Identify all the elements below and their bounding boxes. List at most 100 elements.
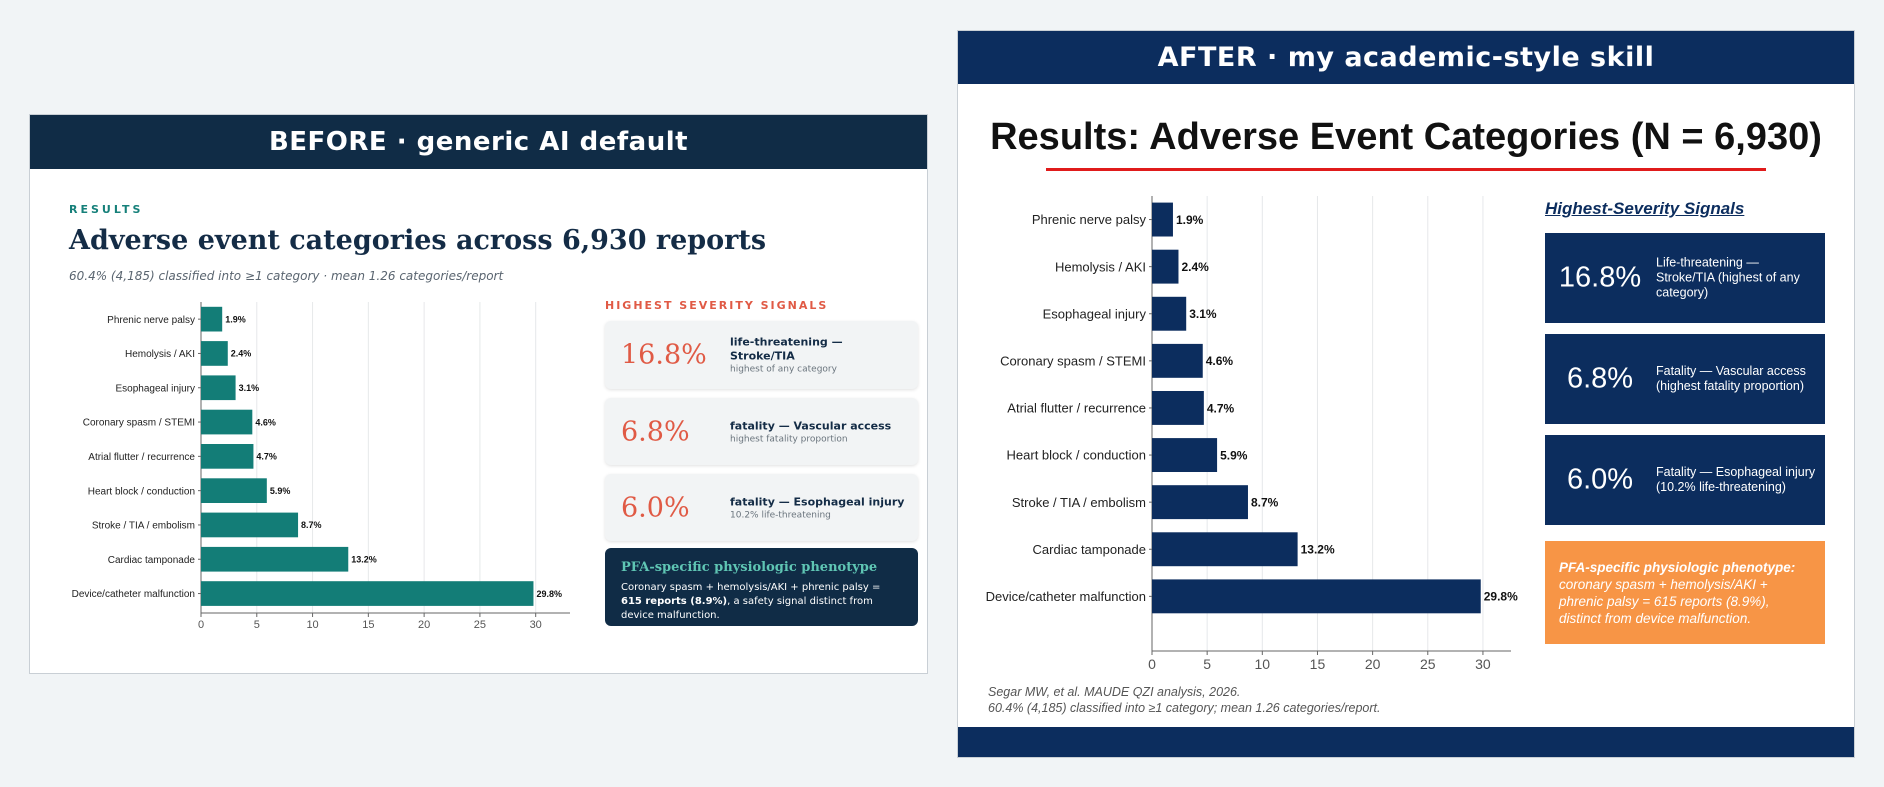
- signal-label: life-threatening — Stroke/TIA: [730, 335, 843, 363]
- data-label: 2.4%: [1181, 260, 1209, 274]
- x-tick-label: 5: [1203, 656, 1211, 672]
- data-label: 4.7%: [256, 452, 277, 462]
- pfa-title: PFA-specific physiologic phenotype:: [1559, 560, 1796, 575]
- after-panel: AFTER · my academic-style skill Results:…: [957, 30, 1855, 758]
- category-label: Stroke / TIA / embolism: [92, 521, 195, 532]
- pfa-title: PFA-specific physiologic phenotype: [621, 560, 878, 575]
- data-label: 1.9%: [225, 314, 246, 324]
- after-header: AFTER · my academic-style skill: [958, 31, 1854, 84]
- pfa-body: coronary spasm + hemolysis/AKI + phrenic…: [1559, 577, 1770, 626]
- x-tick-label: 10: [1255, 656, 1271, 672]
- data-label: 29.8%: [1484, 590, 1518, 604]
- data-label: 4.6%: [1206, 354, 1234, 368]
- before-panel: BEFORE · generic AI default RESULTS Adve…: [29, 114, 928, 674]
- before-title: Adverse event categories across 6,930 re…: [69, 225, 767, 256]
- before-subtitle: 60.4% (4,185) classified into ≥1 categor…: [69, 269, 504, 283]
- data-label: 8.7%: [1251, 495, 1279, 509]
- bar: [1152, 343, 1203, 378]
- before-signal-card-1: 16.8% life-threatening — Stroke/TIA high…: [605, 321, 918, 389]
- x-tick-label: 20: [418, 619, 430, 631]
- signal-label: Life-threatening — Stroke/TIA (highest o…: [1656, 255, 1800, 300]
- signal-value: 6.8%: [1566, 362, 1634, 395]
- data-label: 8.7%: [301, 520, 322, 530]
- x-tick-label: 30: [1475, 656, 1491, 672]
- title-underline: [1046, 168, 1766, 171]
- x-tick-label: 5: [254, 619, 260, 631]
- signal-label: fatality — Vascular access: [730, 419, 892, 432]
- after-signals-title: Highest-Severity Signals: [1545, 199, 1745, 218]
- signal-note: highest fatality proportion: [730, 434, 848, 444]
- data-label: 2.4%: [231, 349, 252, 359]
- category-label: Cardiac tamponade: [1033, 542, 1146, 557]
- category-label: Esophageal injury: [116, 383, 196, 394]
- signal-note: highest of any category: [730, 364, 837, 375]
- data-label: 13.2%: [1301, 543, 1335, 557]
- before-bar-chart: Phrenic nerve palsy 1.9% Hemolysis / AKI 2.…: [72, 302, 570, 631]
- before-signal-card-2: 6.8% fatality — Vascular access highest …: [605, 398, 918, 465]
- bar: [1152, 249, 1179, 284]
- category-label: Stroke / TIA / embolism: [1012, 495, 1146, 510]
- category-label: Phrenic nerve palsy: [1032, 212, 1147, 227]
- category-label: Hemolysis / AKI: [1055, 259, 1146, 274]
- category-label: Esophageal injury: [1043, 306, 1147, 321]
- data-label: 13.2%: [351, 554, 377, 564]
- bar: [1152, 390, 1204, 425]
- after-pfa-callout: PFA-specific physiologic phenotype: coro…: [1545, 541, 1825, 644]
- signal-value: 16.8%: [1558, 261, 1642, 294]
- x-tick-label: 25: [1420, 656, 1436, 672]
- category-label: Device/catheter malfunction: [986, 589, 1146, 604]
- footer-bar: [958, 727, 1854, 757]
- data-label: 5.9%: [1220, 448, 1248, 462]
- x-tick-label: 0: [1148, 656, 1156, 672]
- category-label: Atrial flutter / recurrence: [88, 452, 195, 463]
- before-signal-card-3: 6.0% fatality — Esophageal injury 10.2% …: [605, 474, 918, 541]
- data-label: 4.7%: [1207, 401, 1235, 415]
- data-label: 3.1%: [1189, 307, 1217, 321]
- after-signal-card-1: 16.8% Life-threatening — Stroke/TIA (hig…: [1545, 233, 1825, 323]
- before-pfa-callout: PFA-specific physiologic phenotype Coron…: [605, 548, 918, 626]
- signal-note: 10.2% life-threatening: [730, 510, 831, 520]
- before-signals-title: HIGHEST SEVERITY SIGNALS: [605, 299, 829, 312]
- bar: [201, 581, 534, 606]
- bar: [1152, 296, 1187, 331]
- category-label: Heart block / conduction: [88, 486, 195, 497]
- before-eyebrow: RESULTS: [69, 203, 144, 216]
- after-bar-chart: Phrenic nerve palsy 1.9% Hemolysis / AKI 2.…: [986, 196, 1518, 672]
- category-label: Cardiac tamponade: [108, 555, 196, 566]
- data-label: 3.1%: [239, 383, 260, 393]
- data-label: 4.6%: [255, 417, 276, 427]
- bar: [201, 512, 299, 538]
- x-tick-label: 25: [474, 619, 486, 631]
- x-tick-label: 20: [1365, 656, 1381, 672]
- category-label: Coronary spasm / STEMI: [1000, 354, 1146, 369]
- x-tick-label: 15: [1310, 656, 1326, 672]
- signal-value: 6.8%: [621, 416, 690, 447]
- category-label: Hemolysis / AKI: [125, 349, 195, 360]
- category-label: Coronary spasm / STEMI: [83, 418, 195, 429]
- bar: [1152, 202, 1173, 237]
- data-label: 5.9%: [270, 486, 291, 496]
- bar: [201, 478, 267, 503]
- signal-label: Fatality — Esophageal injury (10.2% life…: [1656, 465, 1816, 494]
- bar: [201, 375, 236, 401]
- footnote-citation: Segar MW, et al. MAUDE QZI analysis, 202…: [988, 685, 1241, 699]
- signal-label: fatality — Esophageal injury: [730, 495, 905, 508]
- bar: [1152, 485, 1248, 520]
- category-label: Phrenic nerve palsy: [107, 315, 195, 326]
- pfa-body: Coronary spasm + hemolysis/AKI + phrenic…: [621, 582, 881, 621]
- data-label: 29.8%: [536, 589, 562, 599]
- signal-value: 6.0%: [621, 492, 690, 523]
- x-tick-label: 10: [306, 619, 318, 631]
- data-label: 1.9%: [1176, 213, 1204, 227]
- x-tick-label: 30: [530, 619, 542, 631]
- signal-value: 6.0%: [1566, 463, 1634, 496]
- bar: [1152, 532, 1298, 567]
- signal-value: 16.8%: [621, 339, 707, 371]
- bar: [1152, 438, 1218, 473]
- category-label: Heart block / conduction: [1007, 448, 1146, 463]
- bar: [201, 409, 253, 435]
- bar: [201, 444, 254, 469]
- bar: [1152, 579, 1481, 614]
- x-tick-label: 15: [362, 619, 374, 631]
- before-header: BEFORE · generic AI default: [30, 115, 927, 169]
